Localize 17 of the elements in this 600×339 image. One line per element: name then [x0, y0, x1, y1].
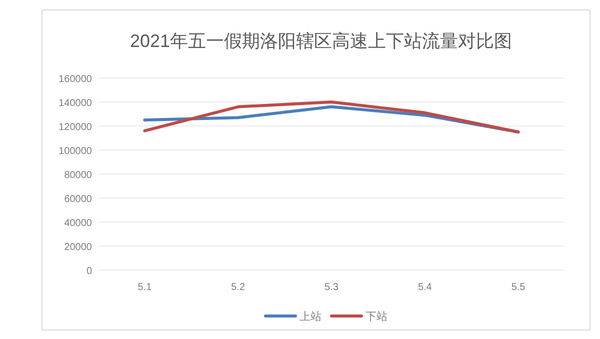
- y-tick-label: 20000: [64, 242, 92, 253]
- x-tick-label: 5.2: [231, 282, 246, 293]
- y-tick-label: 120000: [58, 122, 92, 133]
- y-tick-label: 140000: [58, 98, 92, 109]
- legend-label: 上站: [300, 310, 322, 323]
- chart-title: 2021年五一假期洛阳辖区高速上下站流量对比图: [130, 31, 512, 51]
- y-tick-label: 160000: [58, 74, 92, 85]
- y-tick-label: 80000: [64, 170, 92, 181]
- x-tick-label: 5.5: [511, 282, 526, 293]
- y-tick-label: 60000: [64, 194, 92, 205]
- x-tick-label: 5.1: [138, 282, 152, 293]
- x-tick-label: 5.3: [324, 282, 339, 293]
- y-tick-label: 0: [86, 266, 92, 277]
- y-tick-label: 100000: [58, 146, 92, 157]
- y-tick-label: 40000: [64, 218, 92, 229]
- legend-label: 下站: [366, 310, 388, 323]
- x-tick-label: 5.4: [418, 282, 432, 293]
